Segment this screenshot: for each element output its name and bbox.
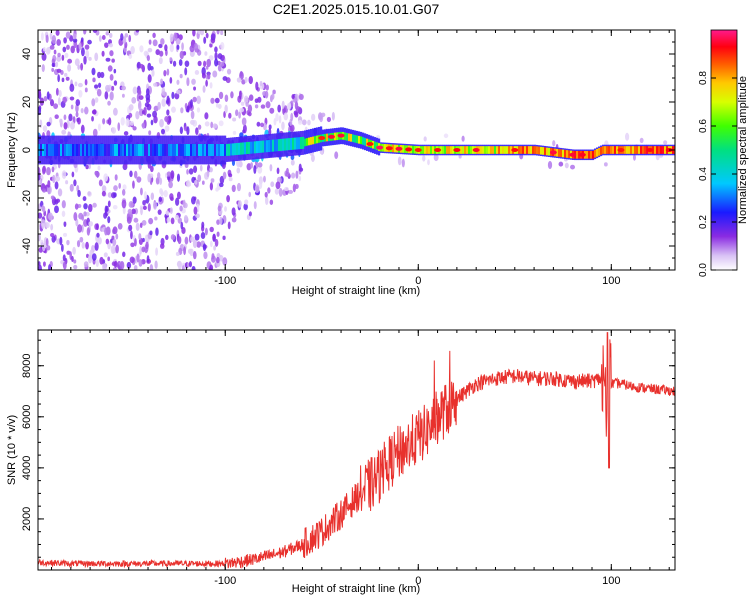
spectrogram-x-tick-label: 100 (602, 275, 620, 287)
snr-x-tick-label: 0 (415, 575, 421, 587)
colorbar-tick-label: 0.6 (698, 119, 709, 133)
snr-y-tick-label: 2000 (21, 507, 33, 531)
snr-x-tick-label: -100 (214, 575, 236, 587)
colorbar-gradient (711, 30, 737, 270)
spectrogram-y-tick-label: 0 (21, 147, 33, 153)
spectrogram-heatmap (38, 30, 675, 270)
snr-y-tick-label: 8000 (21, 354, 33, 378)
colorbar-ticks: 0.0 0.2 0.4 0.6 0.8 (698, 71, 737, 277)
spectrogram-x-ticks: -100 0 100 (51, 30, 670, 287)
spectrogram-xlabel: Height of straight line (km) (292, 285, 420, 297)
colorbar-frame (710, 29, 738, 271)
colorbar-tick-label: 0.8 (698, 71, 709, 85)
spectrogram-ylabel: Frequency (Hz) (6, 112, 18, 188)
snr-y-tick-label: 6000 (21, 405, 33, 429)
snr-x-tick-label: 100 (602, 575, 620, 587)
spectrogram-y-ticks: -40 -20 0 20 40 (21, 29, 675, 271)
spectrogram-y-tick-label: -40 (21, 238, 33, 254)
snr-ylabel: SNR (10 * v/v) (6, 415, 18, 485)
snr-frame (37, 329, 676, 571)
spectrogram-panel: -100 0 100 -40 -20 0 20 40 Height of straight … (6, 29, 676, 297)
snr-y-ticks: 2000 4000 6000 8000 (21, 339, 675, 558)
figure-title: C2E1.2025.015.10.01.G07 (273, 1, 440, 17)
colorbar-tick-label: 0.4 (698, 167, 709, 181)
colorbar: 0.0 0.2 0.4 0.6 0.8 Normalized spectral ampl… (698, 29, 749, 277)
snr-y-tick-label: 4000 (21, 456, 33, 480)
colorbar-tick-label: 0.0 (698, 263, 709, 277)
colorbar-label: Normalized spectral amplitude (737, 76, 749, 224)
snr-panel: -100 0 100 2000 4000 6000 8000 Height of stra… (6, 329, 676, 595)
spectrogram-y-tick-label: 40 (21, 48, 33, 60)
snr-x-ticks: -100 0 100 (51, 330, 670, 587)
snr-xlabel: Height of straight line (km) (292, 583, 420, 595)
spectrogram-y-tick-label: -20 (21, 190, 33, 206)
colorbar-tick-label: 0.2 (698, 215, 709, 229)
snr-series-line (38, 332, 675, 569)
spectrogram-y-tick-label: 20 (21, 96, 33, 108)
spectrogram-x-tick-label: -100 (214, 275, 236, 287)
snr-background (38, 330, 675, 570)
spectrogram-x-tick-label: 0 (415, 275, 421, 287)
